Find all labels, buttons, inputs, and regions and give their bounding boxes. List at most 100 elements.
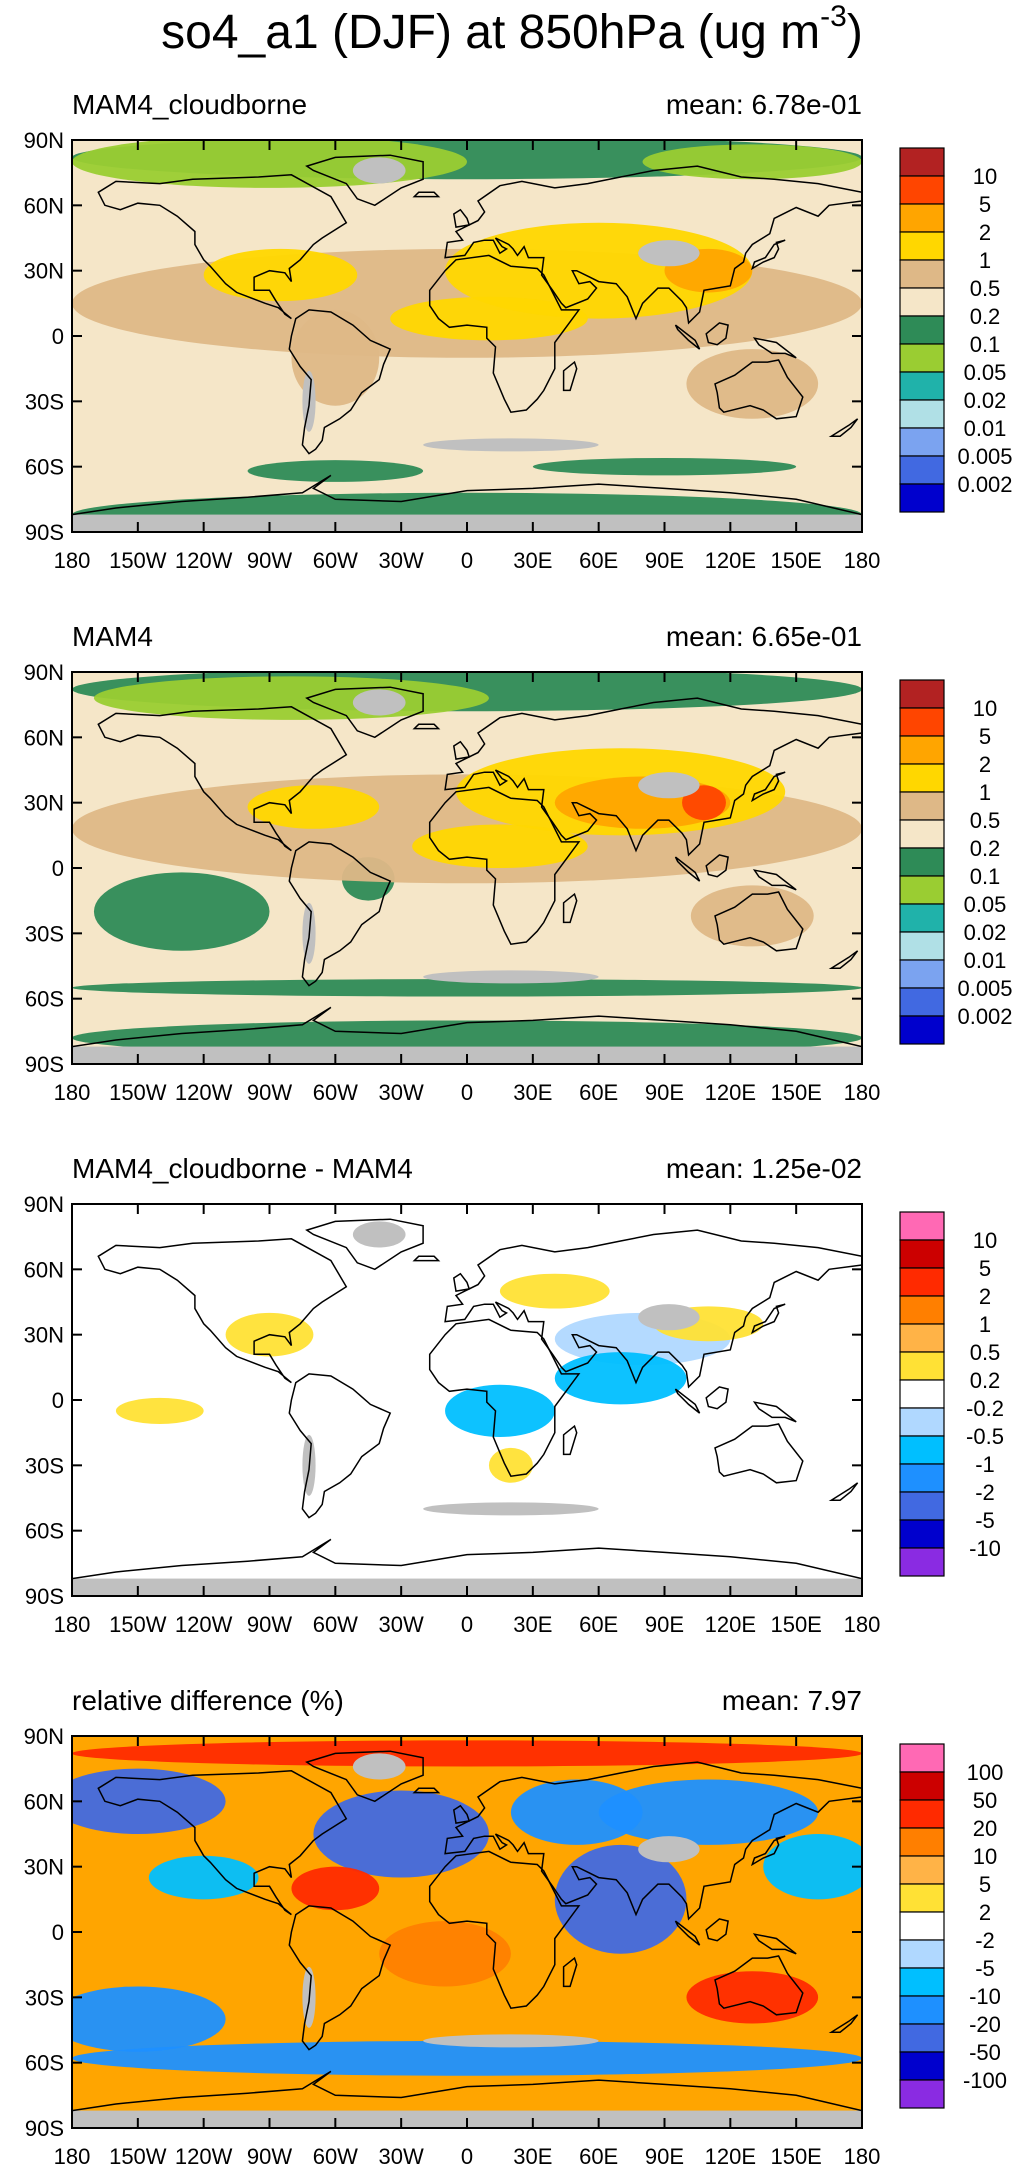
coastline-new-zealand	[828, 2014, 859, 2033]
coastline-great-britain	[452, 1272, 471, 1292]
lon-tick-label: 60W	[313, 2144, 358, 2169]
colorbar-swatch	[899, 1967, 945, 1997]
coastline-new-zealand	[828, 418, 859, 437]
coastline-iceland	[412, 191, 441, 198]
lat-tick-label: 30N	[24, 259, 64, 284]
missing-data-region	[638, 772, 700, 799]
colorbar-swatch	[899, 1855, 945, 1885]
colorbar-swatch	[899, 1379, 945, 1409]
colorbar-swatch	[899, 1407, 945, 1437]
coastline-sumatra	[674, 1388, 701, 1414]
panel-mean: mean: 6.78e-01	[666, 89, 862, 120]
missing-data-region	[638, 240, 700, 267]
lon-tick-label: 30E	[513, 2144, 552, 2169]
field-region	[72, 1768, 226, 1834]
field-region	[148, 1855, 259, 1900]
lon-tick-label: 60E	[579, 1612, 618, 1637]
lat-tick-label: 30S	[25, 1985, 64, 2010]
coastline-south-america	[288, 1905, 392, 2051]
colorbar-swatch	[899, 763, 945, 793]
coastline-greenland	[305, 154, 424, 207]
colorbar-swatch	[899, 287, 945, 317]
colorbar-swatch	[899, 231, 945, 261]
lon-tick-label: 30E	[513, 1080, 552, 1105]
colorbar-label: 0.2	[970, 1368, 1001, 1393]
colorbar-swatch	[899, 987, 945, 1017]
field-region	[93, 872, 270, 951]
coastline-australia	[714, 359, 804, 420]
field-region	[313, 1790, 489, 1878]
missing-data-region	[352, 157, 406, 184]
lon-tick-label: 180	[54, 1080, 91, 1105]
colorbar-swatch	[899, 483, 945, 513]
missing-data-region	[423, 1502, 599, 1516]
colorbar-swatch	[899, 2051, 945, 2081]
lon-tick-label: 180	[844, 2144, 881, 2169]
lon-tick-label: 150W	[109, 2144, 167, 2169]
coastline-africa	[428, 254, 581, 414]
missing-data-region	[638, 1304, 700, 1331]
colorbar-label: 2	[979, 1284, 991, 1309]
colorbar-swatch	[899, 707, 945, 737]
coastline-iceland	[412, 1255, 441, 1262]
colorbar-swatch	[899, 343, 945, 373]
map-panel: relative difference (%) mean: 7.97 180 150W…	[24, 1685, 1007, 2169]
field-layer	[72, 140, 862, 532]
panel-label: MAM4_cloudborne	[72, 89, 307, 120]
lon-tick-label: 90E	[645, 2144, 684, 2169]
field-region	[686, 349, 819, 419]
colorbar-label: -5	[975, 1508, 995, 1533]
colorbar-label: 0.5	[970, 1340, 1001, 1365]
lat-tick-label: 90S	[25, 2116, 64, 2141]
field-region	[72, 1740, 862, 1767]
field-region	[72, 1986, 226, 2052]
lat-tick-label: 90S	[25, 1052, 64, 1077]
colorbar-label: 0.05	[964, 892, 1007, 917]
figure-title: so4_a1 (DJF) at 850hPa (ug m-3)	[161, 0, 863, 59]
map-panel: MAM4 mean: 6.65e-01 180 150W 120W 90W 60W 30W 0 3…	[24, 621, 1013, 1105]
lat-tick-label: 0	[52, 1388, 64, 1413]
colorbar-label: -0.5	[966, 1424, 1004, 1449]
lon-tick-label: 150E	[770, 2144, 821, 2169]
lon-tick-label: 150W	[109, 1612, 167, 1637]
colorbar-swatch	[899, 455, 945, 485]
panel-mean: mean: 7.97	[722, 1685, 862, 1716]
colorbar-swatch	[899, 315, 945, 345]
colorbar-label: -2	[975, 1480, 995, 1505]
colorbar-label: -0.2	[966, 1396, 1004, 1421]
panel-label: relative difference (%)	[72, 1685, 344, 1716]
colorbar-label: -100	[963, 2068, 1007, 2093]
colorbar-label: 0.002	[957, 1004, 1012, 1029]
lon-tick-label: 60W	[313, 1612, 358, 1637]
panel-label: MAM4	[72, 621, 153, 652]
lon-tick-label: 120W	[175, 548, 233, 573]
colorbar-label: 0.005	[957, 976, 1012, 1001]
coastline-africa	[428, 786, 581, 946]
colorbar-swatch	[899, 1211, 945, 1241]
lon-tick-label: 150E	[770, 1080, 821, 1105]
missing-data-region	[423, 2034, 599, 2048]
coastline-antarctica	[72, 1538, 862, 1596]
colorbar-swatch	[899, 679, 945, 709]
missing-data-region	[423, 438, 599, 452]
coastline-new-zealand	[828, 1482, 859, 1501]
colorbar-swatch	[899, 2079, 945, 2109]
field-region	[598, 1779, 819, 1845]
coastline-madagascar	[562, 1424, 578, 1456]
colorbar-swatch	[899, 1827, 945, 1857]
colorbar-label: 0.05	[964, 360, 1007, 385]
colorbar-label: 0.02	[964, 388, 1007, 413]
missing-data-region	[352, 1221, 406, 1248]
lat-tick-label: 60N	[24, 1789, 64, 1814]
coastline-antarctica	[72, 2070, 862, 2128]
lat-tick-label: 60N	[24, 725, 64, 750]
coastline-eurasia	[444, 697, 862, 857]
colorbar-swatch	[899, 1911, 945, 1941]
colorbar-label: 0.002	[957, 472, 1012, 497]
lon-tick-label: 90W	[247, 1080, 292, 1105]
lon-tick-label: 180	[844, 1080, 881, 1105]
field-layer	[72, 1204, 862, 1596]
panels-group: MAM4_cloudborne mean: 6.78e-01 180 150W 120W…	[24, 89, 1013, 2169]
colorbar-label: 1	[979, 780, 991, 805]
field-region	[763, 1834, 862, 1900]
